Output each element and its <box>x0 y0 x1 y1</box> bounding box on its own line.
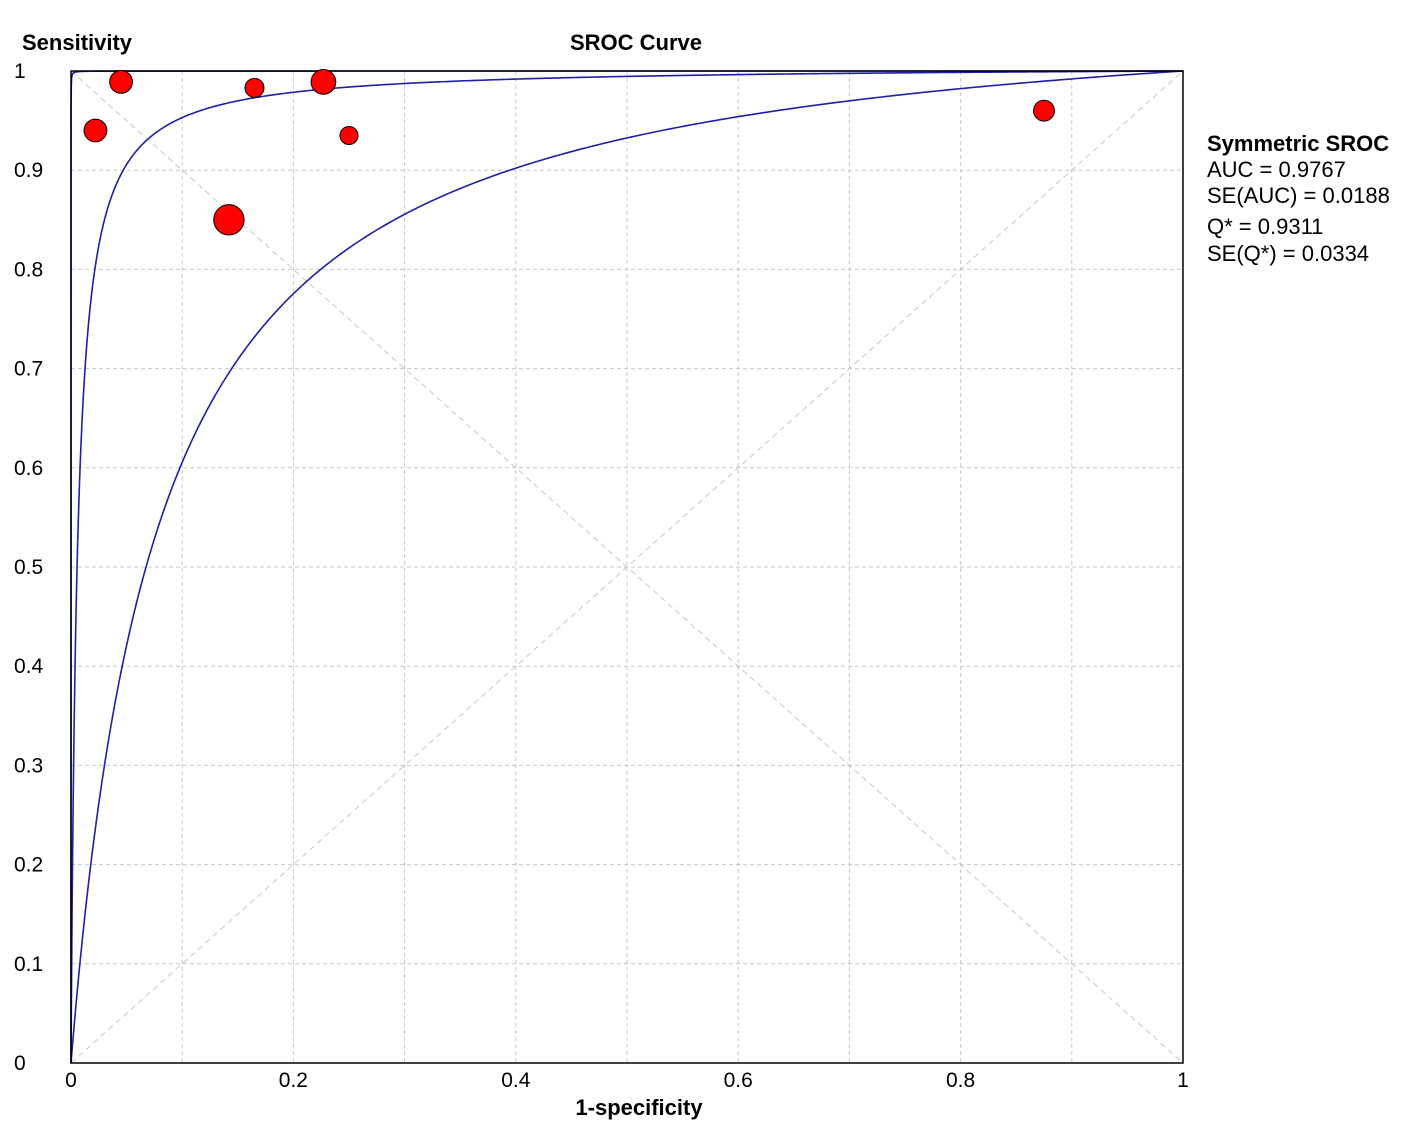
y-tick-label: 0.9 <box>14 159 43 182</box>
y-tick-label: 1 <box>14 60 26 83</box>
study-point <box>310 69 337 95</box>
y-axis-label: Sensitivity <box>22 30 133 55</box>
x-tick-labels: 0 0.2 0.4 0.6 0.8 1 <box>65 1069 1189 1092</box>
x-tick-label: 0.2 <box>279 1069 308 1092</box>
y-tick-label: 0.7 <box>14 358 43 381</box>
y-tick-label: 0.3 <box>14 754 43 777</box>
x-tick-label: 0 <box>65 1069 77 1092</box>
grid-lines <box>71 71 1183 1063</box>
x-tick-label: 0.4 <box>501 1069 531 1092</box>
sroc-curve-ci-lower <box>70 70 1184 1064</box>
q-star-diagonal <box>70 70 1184 1064</box>
y-tick-label: 0.8 <box>14 258 43 281</box>
y-tick-label: 0 <box>14 1052 26 1075</box>
x-tick-label: 0.6 <box>724 1069 753 1092</box>
x-tick-label: 1 <box>1177 1069 1189 1092</box>
x-tick-label: 0.8 <box>946 1069 975 1092</box>
chart-title: SROC Curve <box>570 30 702 55</box>
y-tick-label: 0.1 <box>14 953 43 976</box>
plot-frame <box>70 70 1184 1064</box>
y-tick-label: 0.5 <box>14 556 43 579</box>
diagonal-reference-lines <box>70 70 1184 1064</box>
x-axis-label: 1-specificity <box>575 1095 703 1120</box>
sroc-curve-sroc <box>70 70 1184 1063</box>
study-point <box>1033 99 1055 122</box>
y-tick-label: 0.6 <box>14 457 43 480</box>
legend-title: Symmetric SROC <box>1207 131 1389 156</box>
stats-legend: Symmetric SROC AUC = 0.9767 SE(AUC) = 0.… <box>1207 131 1390 266</box>
y-tick-label: 0.4 <box>14 655 44 678</box>
study-point <box>339 125 359 146</box>
legend-se-q-star: SE(Q*) = 0.0334 <box>1207 241 1369 266</box>
legend-q-star: Q* = 0.9311 <box>1207 214 1323 239</box>
study-points <box>83 69 1055 236</box>
study-point <box>244 77 265 98</box>
study-point <box>109 70 133 94</box>
y-tick-label: 0.2 <box>14 854 43 877</box>
legend-se-auc: SE(AUC) = 0.0188 <box>1207 183 1390 208</box>
study-point <box>213 204 245 236</box>
study-point <box>83 118 108 143</box>
legend-auc: AUC = 0.9767 <box>1207 157 1346 182</box>
y-tick-labels: 0 0.1 0.2 0.3 0.4 0.5 0.6 0.7 0.8 0.9 1 <box>14 60 44 1075</box>
